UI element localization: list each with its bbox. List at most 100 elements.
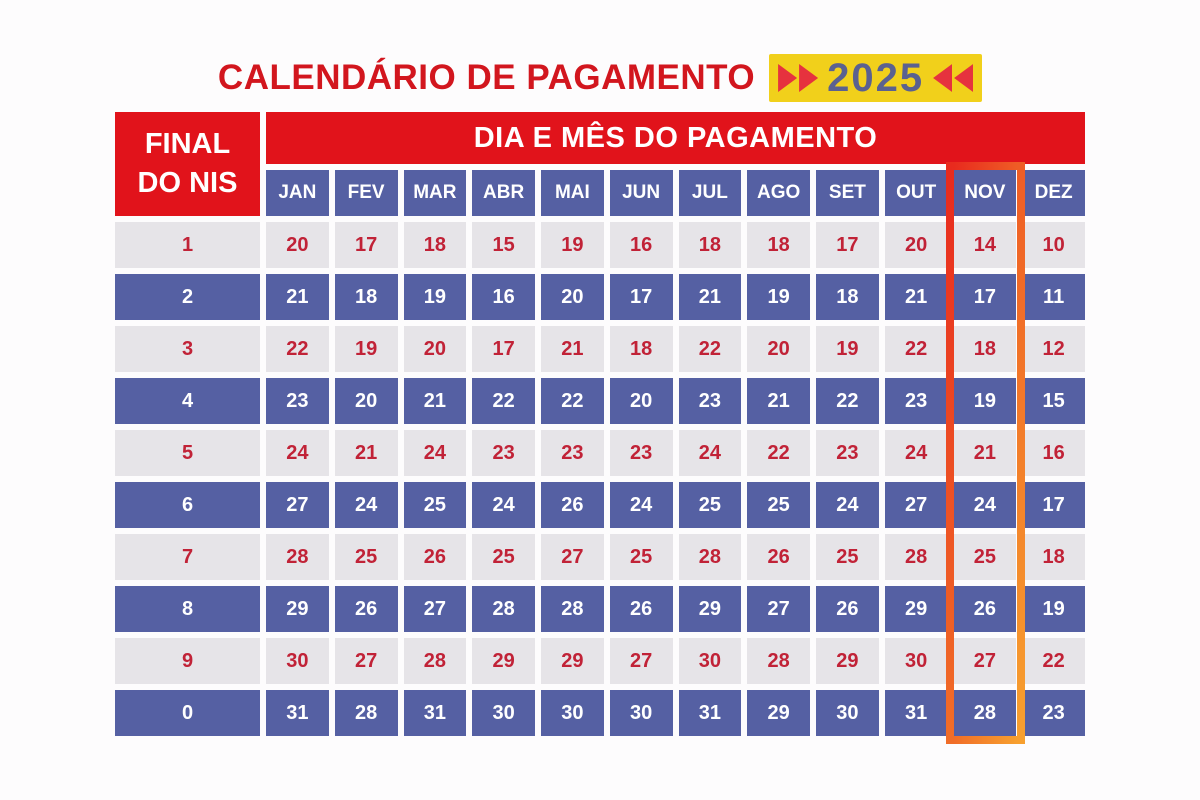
day-cell: 24: [678, 430, 742, 476]
day-cell: 21: [747, 378, 810, 424]
day-cell: 23: [472, 430, 535, 476]
day-cell: 25: [747, 482, 810, 528]
day-cell: 18: [334, 274, 398, 320]
year-label: 2025: [827, 56, 925, 100]
year-badge: 2025: [769, 54, 983, 102]
nis-final-cell: 2: [115, 274, 260, 320]
day-cell: 20: [609, 378, 673, 424]
day-cell: 29: [816, 638, 879, 684]
double-chevron-right-icon: [778, 64, 819, 92]
day-cell: 16: [1022, 430, 1085, 476]
day-cell: 29: [472, 638, 535, 684]
day-cell: 26: [609, 586, 673, 632]
day-cell: 25: [609, 534, 673, 580]
day-cell: 18: [403, 222, 467, 268]
day-cell: 28: [472, 586, 535, 632]
day-cell: 18: [816, 274, 879, 320]
day-cell: 24: [266, 430, 329, 476]
day-cell: 20: [747, 326, 810, 372]
day-cell: 24: [816, 482, 879, 528]
day-cell: 21: [678, 274, 742, 320]
month-header-cell: DEZ: [1022, 170, 1085, 216]
day-cell: 22: [747, 430, 810, 476]
nis-final-cell: 0: [115, 690, 260, 736]
month-header-cell: ABR: [472, 170, 535, 216]
nis-final-cell: 9: [115, 638, 260, 684]
nis-final-cell: 5: [115, 430, 260, 476]
day-cell: 22: [1022, 638, 1085, 684]
day-cell: 18: [747, 222, 810, 268]
day-cell: 30: [472, 690, 535, 736]
day-cell: 19: [953, 378, 1017, 424]
day-cell: 19: [403, 274, 467, 320]
day-cell: 27: [884, 482, 948, 528]
day-cell: 27: [953, 638, 1017, 684]
day-cell: 26: [816, 586, 879, 632]
day-cell: 23: [816, 430, 879, 476]
month-header-cell: MAR: [403, 170, 467, 216]
day-cell: 26: [403, 534, 467, 580]
day-cell: 25: [472, 534, 535, 580]
day-cell: 25: [816, 534, 879, 580]
day-cell: 16: [472, 274, 535, 320]
day-cell: 19: [541, 222, 604, 268]
day-cell: 27: [403, 586, 467, 632]
day-cell: 23: [541, 430, 604, 476]
day-cell: 30: [541, 690, 604, 736]
day-cell: 20: [884, 222, 948, 268]
day-cell: 19: [747, 274, 810, 320]
day-cell: 28: [884, 534, 948, 580]
day-cell: 23: [678, 378, 742, 424]
day-cell: 19: [1022, 586, 1085, 632]
column-group-header: DIA E MÊS DO PAGAMENTO: [266, 112, 1085, 164]
day-cell: 25: [953, 534, 1017, 580]
nis-final-cell: 7: [115, 534, 260, 580]
day-cell: 23: [1022, 690, 1085, 736]
day-cell: 26: [541, 482, 604, 528]
day-cell: 25: [334, 534, 398, 580]
day-cell: 20: [266, 222, 329, 268]
day-cell: 18: [953, 326, 1017, 372]
month-header-cell: JUN: [609, 170, 673, 216]
day-cell: 28: [403, 638, 467, 684]
day-cell: 21: [334, 430, 398, 476]
day-cell: 24: [609, 482, 673, 528]
day-cell: 21: [953, 430, 1017, 476]
day-cell: 23: [884, 378, 948, 424]
day-cell: 27: [609, 638, 673, 684]
day-cell: 28: [541, 586, 604, 632]
day-cell: 30: [678, 638, 742, 684]
month-header-cell: FEV: [334, 170, 398, 216]
nis-final-cell: 1: [115, 222, 260, 268]
day-cell: 20: [403, 326, 467, 372]
day-cell: 29: [884, 586, 948, 632]
day-cell: 28: [334, 690, 398, 736]
day-cell: 30: [816, 690, 879, 736]
day-cell: 29: [747, 690, 810, 736]
day-cell: 10: [1022, 222, 1085, 268]
nis-final-cell: 6: [115, 482, 260, 528]
day-cell: 23: [266, 378, 329, 424]
day-cell: 24: [884, 430, 948, 476]
day-cell: 31: [266, 690, 329, 736]
day-cell: 14: [953, 222, 1017, 268]
nis-final-cell: 4: [115, 378, 260, 424]
day-cell: 18: [1022, 534, 1085, 580]
day-cell: 21: [541, 326, 604, 372]
day-cell: 27: [541, 534, 604, 580]
day-cell: 26: [747, 534, 810, 580]
day-cell: 30: [609, 690, 673, 736]
day-cell: 28: [678, 534, 742, 580]
month-header-cell: JAN: [266, 170, 329, 216]
day-cell: 19: [816, 326, 879, 372]
day-cell: 24: [334, 482, 398, 528]
day-cell: 27: [266, 482, 329, 528]
day-cell: 24: [953, 482, 1017, 528]
day-cell: 22: [266, 326, 329, 372]
day-cell: 28: [747, 638, 810, 684]
day-cell: 29: [541, 638, 604, 684]
day-cell: 15: [472, 222, 535, 268]
day-cell: 24: [472, 482, 535, 528]
day-cell: 16: [609, 222, 673, 268]
day-cell: 17: [609, 274, 673, 320]
